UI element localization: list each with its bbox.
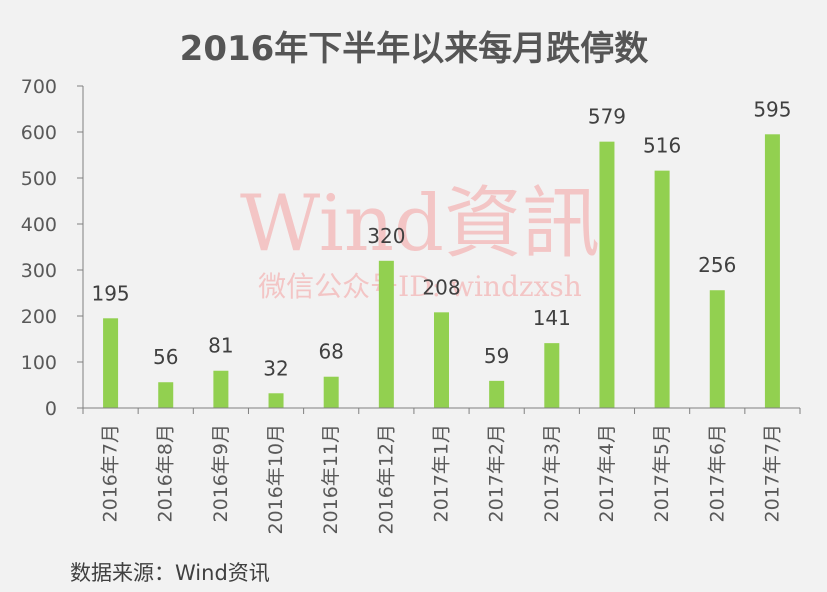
data-label: 595 bbox=[753, 97, 791, 121]
x-axis: 2016年7月 2016年8月 2016年9月 2016年10月 2016年11月 201… bbox=[82, 407, 801, 535]
x-tick-label: 2016年9月 bbox=[210, 424, 232, 522]
data-labels: 195 56 81 32 68 320 208 59 141 579 516 256 595 bbox=[91, 97, 791, 380]
bar bbox=[103, 318, 119, 408]
watermark-main: Wind資訊 bbox=[240, 179, 600, 269]
chart-title: 2016年下半年以来每月跌停数 bbox=[180, 29, 649, 69]
x-tick-label: 2017年5月 bbox=[651, 424, 673, 522]
data-label: 141 bbox=[533, 306, 571, 330]
bar bbox=[323, 376, 339, 408]
data-label: 516 bbox=[643, 134, 681, 158]
y-axis: 0 100 200 300 400 500 600 700 bbox=[21, 76, 84, 420]
x-tick-label: 2017年1月 bbox=[431, 424, 453, 522]
x-tick-label: 2016年10月 bbox=[265, 424, 287, 535]
data-label: 320 bbox=[367, 224, 405, 248]
data-label: 195 bbox=[91, 281, 129, 305]
x-tick-label: 2017年4月 bbox=[596, 424, 618, 522]
bar bbox=[764, 134, 780, 409]
y-tick-label: 100 bbox=[21, 352, 57, 374]
watermark-sub: 微信公众号ID: windzxsh bbox=[258, 270, 582, 303]
bar bbox=[268, 393, 284, 408]
data-label: 59 bbox=[484, 344, 509, 368]
x-tick-label: 2016年7月 bbox=[100, 424, 122, 522]
source-note: 数据来源：Wind资讯 bbox=[70, 561, 270, 585]
data-label: 81 bbox=[208, 334, 233, 358]
bar bbox=[654, 170, 670, 408]
x-tick-label: 2017年7月 bbox=[761, 424, 783, 522]
data-label: 579 bbox=[588, 105, 626, 129]
y-tick-label: 700 bbox=[21, 76, 57, 98]
x-tick-label: 2016年11月 bbox=[320, 424, 342, 535]
y-tick-label: 300 bbox=[21, 260, 57, 282]
y-tick-label: 200 bbox=[21, 306, 57, 328]
x-tick-label: 2016年12月 bbox=[375, 424, 397, 535]
bar bbox=[544, 343, 560, 408]
bar bbox=[158, 382, 174, 408]
x-tick-label: 2017年3月 bbox=[541, 424, 563, 522]
bar bbox=[213, 370, 229, 408]
y-tick-label: 400 bbox=[21, 214, 57, 236]
x-tick-label: 2017年2月 bbox=[486, 424, 508, 522]
y-tick-label: 500 bbox=[21, 168, 57, 190]
data-label: 68 bbox=[318, 340, 343, 364]
data-label: 56 bbox=[153, 345, 178, 369]
bar bbox=[434, 312, 449, 408]
data-label: 208 bbox=[422, 275, 460, 299]
bar bbox=[709, 290, 725, 408]
bar bbox=[599, 141, 615, 408]
x-tick-label: 2016年8月 bbox=[155, 424, 177, 522]
data-label: 32 bbox=[263, 356, 288, 380]
y-tick-label: 600 bbox=[21, 122, 57, 144]
bar bbox=[378, 260, 394, 408]
bar bbox=[489, 380, 505, 408]
bars bbox=[103, 134, 780, 409]
watermark: Wind資訊 微信公众号ID: windzxsh bbox=[240, 179, 600, 303]
y-tick-label: 0 bbox=[45, 398, 57, 420]
data-label: 256 bbox=[698, 253, 736, 277]
x-tick-label: 2017年6月 bbox=[706, 424, 728, 522]
